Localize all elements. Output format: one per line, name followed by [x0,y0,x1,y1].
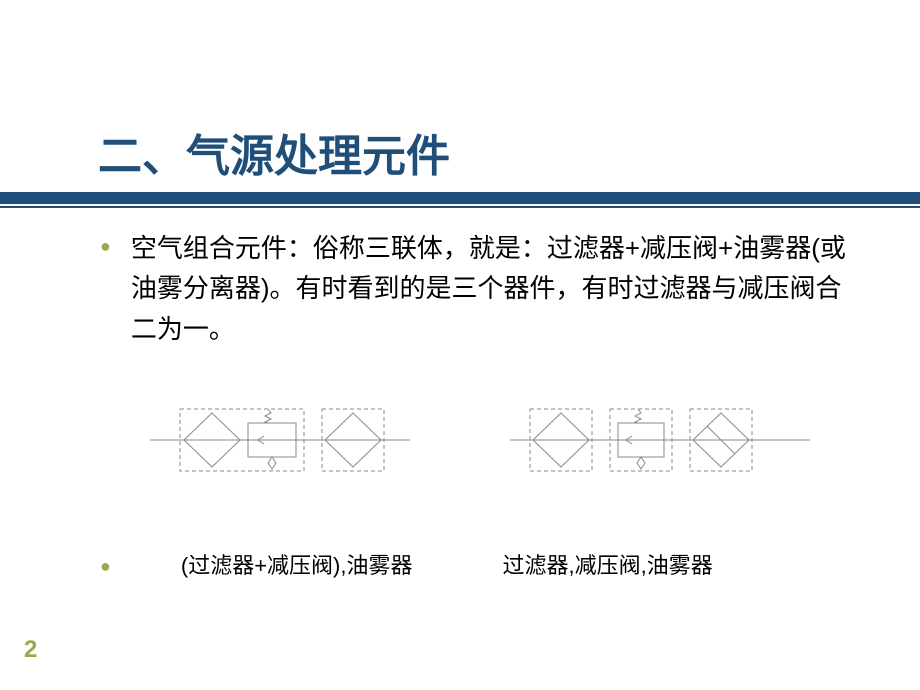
caption-row: ● (过滤器+减压阀),油雾器 过滤器,减压阀,油雾器 [100,548,860,584]
slide: 二、气源处理元件 ● 空气组合元件：俗称三联体，就是：过滤器+减压阀+油雾器(或… [0,0,920,690]
left-accent [0,0,3,690]
caption-right: 过滤器,减压阀,油雾器 [503,548,713,580]
bullet-item: ● 空气组合元件：俗称三联体，就是：过滤器+减压阀+油雾器(或油雾分离器)。有时… [100,228,860,349]
bullet-icon: ● [100,548,111,584]
caption-left: (过滤器+减压阀),油雾器 [181,548,413,580]
content-area: ● 空气组合元件：俗称三联体，就是：过滤器+减压阀+油雾器(或油雾分离器)。有时… [100,228,860,357]
bullet-icon: ● [100,228,111,264]
diagram-left [150,395,410,485]
bullet-text: 空气组合元件：俗称三联体，就是：过滤器+减压阀+油雾器(或油雾分离器)。有时看到… [131,228,860,349]
captions-row: ● (过滤器+减压阀),油雾器 过滤器,减压阀,油雾器 [100,548,860,584]
title-underline [0,192,920,210]
page-number: 2 [24,636,37,664]
diagram-right [510,395,810,485]
diagrams-row [100,395,860,485]
underline-thin [0,206,920,208]
underline-thick [0,192,920,204]
slide-title: 二、气源处理元件 [98,120,920,184]
title-area: 二、气源处理元件 [0,120,920,210]
